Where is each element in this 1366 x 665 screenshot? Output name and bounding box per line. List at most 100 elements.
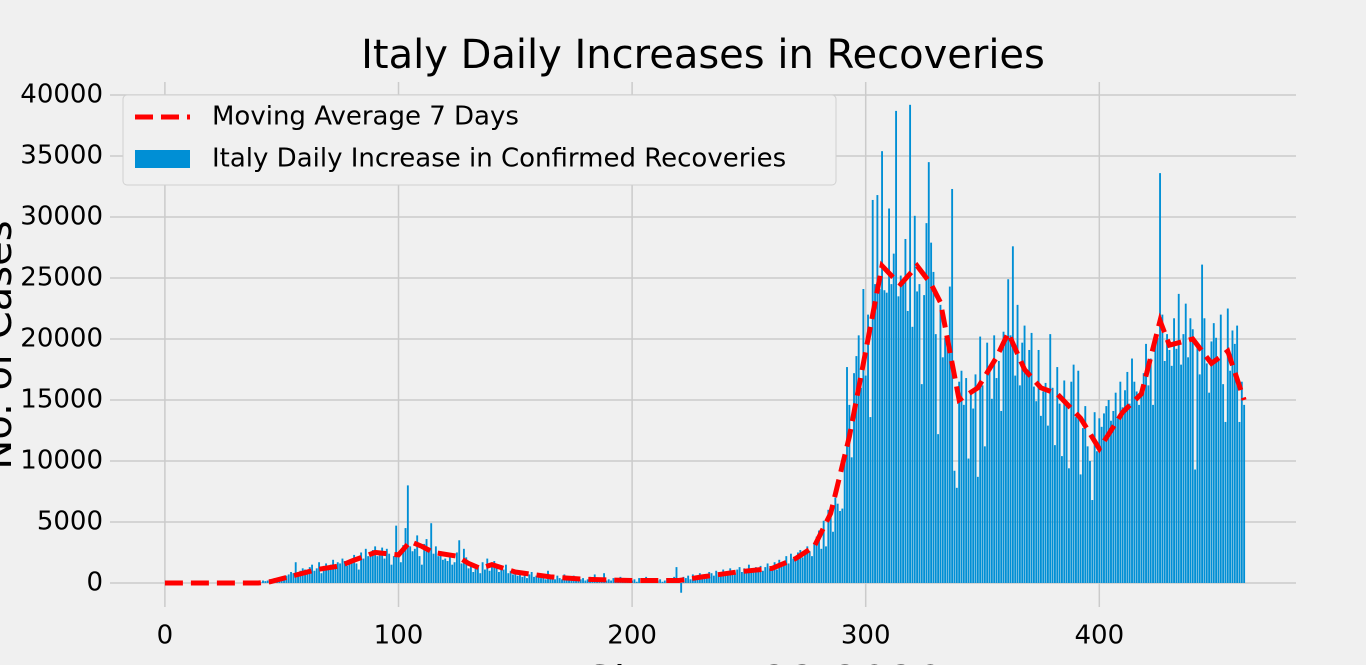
bar <box>542 575 545 583</box>
bar <box>719 571 722 583</box>
bar <box>1210 341 1213 583</box>
bar <box>979 336 982 583</box>
bar <box>404 528 407 583</box>
bar <box>726 571 729 583</box>
bar <box>953 470 956 583</box>
bar <box>684 578 687 583</box>
y-axis-label: No. of Cases <box>0 220 21 469</box>
bar <box>638 578 641 583</box>
bar <box>509 570 512 583</box>
bar <box>822 520 825 583</box>
bar <box>773 562 776 583</box>
bar <box>1112 410 1115 583</box>
bar <box>1096 451 1098 583</box>
bar <box>745 570 748 583</box>
bar <box>811 556 813 583</box>
bar <box>1039 415 1042 583</box>
bar <box>932 271 935 583</box>
bar <box>554 579 556 583</box>
bar <box>537 574 540 583</box>
bar <box>413 548 416 583</box>
bar <box>843 460 846 583</box>
bar <box>934 334 937 583</box>
bar <box>820 548 823 583</box>
bar <box>516 575 519 583</box>
bar <box>899 275 902 583</box>
bar <box>712 575 715 583</box>
bar <box>1189 318 1192 583</box>
bar <box>1133 381 1136 583</box>
bar <box>715 570 718 583</box>
bar <box>1049 334 1052 583</box>
bar <box>850 457 853 583</box>
bar <box>1105 406 1108 583</box>
bar <box>498 571 500 583</box>
bar <box>376 556 379 583</box>
bar <box>374 546 377 583</box>
bar <box>1056 367 1059 583</box>
bar <box>1156 337 1159 583</box>
bar <box>862 288 865 583</box>
bar <box>832 531 834 583</box>
bar <box>1119 381 1122 583</box>
bar <box>1138 404 1140 583</box>
bar <box>902 280 905 583</box>
bar <box>388 553 391 583</box>
bar <box>402 545 405 583</box>
bar <box>731 570 734 583</box>
x-tick-label: 300 <box>841 621 891 651</box>
bar <box>761 570 764 583</box>
bar <box>308 567 311 583</box>
bar <box>792 558 795 583</box>
bar <box>1131 358 1133 583</box>
bar <box>341 558 344 583</box>
bar <box>1135 391 1138 583</box>
bar <box>1023 325 1026 583</box>
bar <box>535 575 538 583</box>
bar <box>1121 407 1124 583</box>
bar <box>586 579 589 583</box>
bar <box>336 562 339 583</box>
legend-box <box>122 94 837 186</box>
bar <box>1203 318 1206 583</box>
bar <box>771 565 774 583</box>
bar <box>360 552 363 583</box>
bar <box>264 581 267 583</box>
bar <box>297 574 299 583</box>
bar <box>918 284 921 583</box>
bar <box>505 564 507 583</box>
bar <box>878 288 881 583</box>
bar <box>857 335 860 583</box>
bar <box>306 571 309 583</box>
bar <box>1058 403 1061 583</box>
bar <box>427 547 430 583</box>
bar <box>519 571 521 583</box>
bar <box>528 574 531 583</box>
bar <box>465 557 468 583</box>
bar <box>1042 391 1045 583</box>
bar <box>1053 445 1056 583</box>
bar <box>962 404 965 583</box>
bar <box>790 553 792 583</box>
bar <box>355 563 358 583</box>
bar <box>558 578 561 583</box>
bar <box>752 571 755 583</box>
bar <box>983 446 986 583</box>
bar <box>262 580 264 583</box>
bar <box>776 569 778 583</box>
bar <box>1194 469 1197 583</box>
bar <box>939 304 942 583</box>
bar <box>764 567 767 583</box>
bar <box>434 546 437 583</box>
bar <box>766 563 769 583</box>
bar <box>418 556 421 583</box>
bar <box>1140 389 1143 583</box>
y-tick-label: 20000 <box>20 324 103 354</box>
bar <box>1198 374 1201 583</box>
y-tick-label: 35000 <box>20 141 103 171</box>
bar <box>561 579 563 583</box>
bar <box>1196 343 1199 583</box>
bar <box>895 110 898 583</box>
bar <box>1231 330 1234 583</box>
